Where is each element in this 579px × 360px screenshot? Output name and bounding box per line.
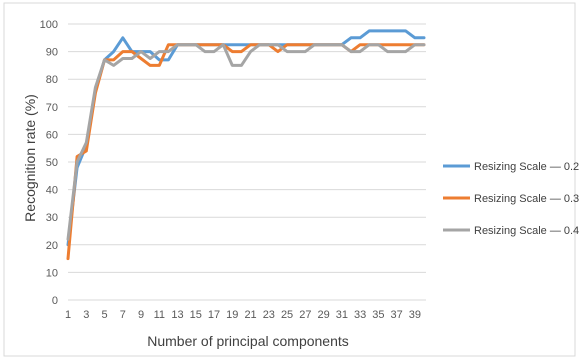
y-tick-label: 90 bbox=[46, 47, 58, 59]
x-tick-label: 5 bbox=[101, 309, 107, 321]
y-axis-tick-labels: 0 10 20 30 40 50 60 70 80 90 100 bbox=[40, 19, 58, 307]
x-tick-label: 15 bbox=[190, 309, 202, 321]
y-tick-label: 60 bbox=[46, 129, 58, 141]
y-axis-title: Recognition rate (%) bbox=[22, 94, 38, 222]
x-tick-label: 9 bbox=[138, 309, 144, 321]
x-tick-label: 37 bbox=[390, 309, 402, 321]
x-tick-label: 7 bbox=[120, 309, 126, 321]
y-tick-label: 20 bbox=[46, 240, 58, 252]
chart-frame bbox=[3, 2, 576, 357]
legend-label-1: Resizing Scale — 0.2 bbox=[474, 161, 579, 173]
x-tick-label: 29 bbox=[317, 309, 329, 321]
y-tick-label: 70 bbox=[46, 102, 58, 114]
legend: Resizing Scale — 0.2 Resizing Scale — 0.3… bbox=[443, 161, 579, 237]
y-tick-label: 40 bbox=[46, 185, 58, 197]
x-tick-label: 27 bbox=[299, 309, 311, 321]
y-tick-label: 50 bbox=[46, 157, 58, 169]
x-tick-label: 19 bbox=[226, 309, 238, 321]
x-tick-label: 11 bbox=[154, 309, 165, 321]
x-tick-label: 13 bbox=[171, 309, 183, 321]
x-tick-label: 33 bbox=[354, 309, 366, 321]
series-lines bbox=[66, 29, 426, 261]
x-tick-label: 23 bbox=[263, 309, 275, 321]
x-tick-label: 3 bbox=[83, 309, 89, 321]
x-tick-label: 17 bbox=[208, 309, 220, 321]
x-tick-label: 21 bbox=[244, 309, 256, 321]
x-axis-title: Number of principal components bbox=[147, 333, 349, 349]
x-tick-label: 39 bbox=[409, 309, 421, 321]
x-tick-label: 31 bbox=[336, 309, 348, 321]
y-tick-label: 0 bbox=[52, 295, 58, 307]
y-tick-label: 30 bbox=[46, 212, 58, 224]
gridlines bbox=[68, 23, 426, 301]
series-line-3 bbox=[66, 43, 426, 241]
legend-label-2: Resizing Scale — 0.3 bbox=[474, 193, 579, 205]
x-axis-tick-labels: 1 3 5 7 9 11 13 15 17 19 21 23 25 27 29 31 33 35 37 39 bbox=[65, 309, 421, 321]
y-tick-label: 10 bbox=[46, 267, 58, 279]
x-tick-label: 1 bbox=[65, 309, 71, 321]
y-tick-label: 100 bbox=[40, 19, 58, 31]
legend-label-3: Resizing Scale — 0.4 bbox=[474, 225, 579, 237]
x-tick-label: 25 bbox=[281, 309, 293, 321]
series-line-2 bbox=[66, 43, 426, 261]
y-tick-label: 80 bbox=[46, 74, 58, 86]
series-line-1 bbox=[66, 29, 426, 247]
x-tick-label: 35 bbox=[372, 309, 384, 321]
